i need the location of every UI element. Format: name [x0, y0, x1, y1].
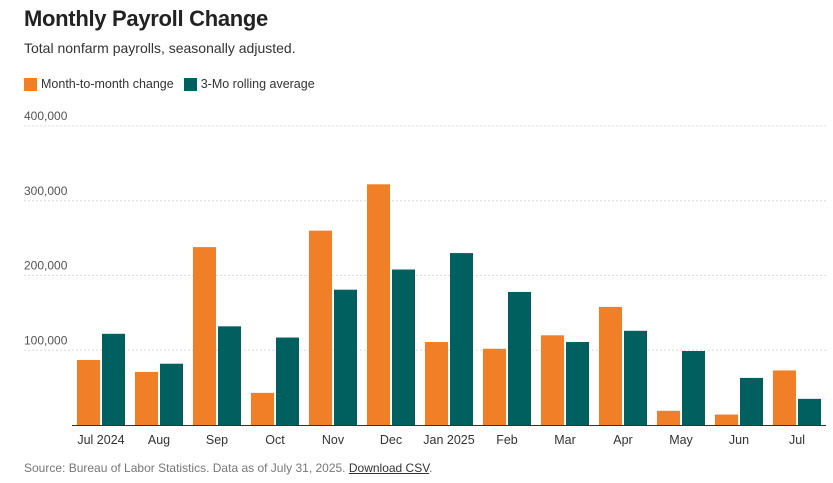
bar-monthly: [77, 359, 100, 425]
legend-item-average: 3-Mo rolling average: [183, 77, 315, 91]
bar-monthly: [367, 184, 390, 425]
bar-monthly: [657, 410, 680, 425]
y-tick-label: 400,000: [24, 109, 68, 123]
x-tick-label: Jul 2024: [77, 433, 124, 447]
bar-monthly: [773, 370, 796, 425]
bar-average: [160, 363, 183, 425]
bar-average: [682, 350, 705, 425]
x-tick-label: Jun: [729, 433, 749, 447]
legend-swatch-monthly: [24, 77, 37, 91]
chart-subtitle: Total nonfarm payrolls, seasonally adjus…: [24, 40, 296, 56]
legend: Month-to-month change 3-Mo rolling avera…: [24, 77, 325, 91]
source-period: .: [429, 461, 433, 475]
bar-average: [218, 326, 241, 425]
legend-item-monthly: Month-to-month change: [24, 77, 174, 91]
bar-monthly: [715, 414, 738, 425]
x-tick-label: Mar: [554, 433, 576, 447]
bar-average: [392, 269, 415, 425]
bar-average: [624, 330, 647, 425]
legend-swatch-average: [183, 77, 197, 91]
bar-average: [508, 291, 531, 425]
bar-monthly: [309, 230, 332, 425]
legend-label-average: 3-Mo rolling average: [200, 77, 315, 91]
source-text: Source: Bureau of Labor Statistics. Data…: [24, 461, 346, 475]
bar-monthly: [483, 348, 506, 425]
bar-monthly: [541, 335, 564, 425]
bar-average: [566, 342, 589, 425]
x-tick-label: May: [669, 433, 693, 447]
x-tick-label: Apr: [613, 433, 632, 447]
bar-monthly: [193, 247, 216, 425]
bar-average: [798, 398, 821, 425]
y-tick-label: 100,000: [24, 333, 68, 347]
chart-title: Monthly Payroll Change: [24, 6, 268, 31]
bar-monthly: [599, 306, 622, 425]
x-tick-label: Dec: [380, 433, 402, 447]
bar-monthly: [425, 342, 448, 425]
y-tick-label: 300,000: [24, 184, 68, 198]
bar-average: [276, 337, 299, 425]
download-csv-link[interactable]: Download CSV: [348, 461, 430, 475]
bar-monthly: [135, 371, 158, 425]
source-note: Source: Bureau of Labor Statistics. Data…: [24, 461, 432, 475]
x-tick-label: Sep: [206, 433, 228, 447]
bar-average: [450, 253, 473, 425]
y-tick-label: 200,000: [24, 259, 68, 273]
x-tick-label: Nov: [322, 433, 345, 447]
x-tick-label: Feb: [496, 433, 518, 447]
bar-average: [102, 333, 125, 425]
bar-average: [334, 289, 357, 425]
bar-monthly: [251, 392, 274, 425]
x-tick-label: Jan 2025: [423, 433, 474, 447]
x-tick-label: Oct: [265, 433, 285, 447]
legend-label-monthly: Month-to-month change: [41, 77, 174, 91]
x-tick-label: Aug: [148, 433, 170, 447]
bar-average: [740, 377, 763, 425]
x-tick-label: Jul: [789, 433, 805, 447]
